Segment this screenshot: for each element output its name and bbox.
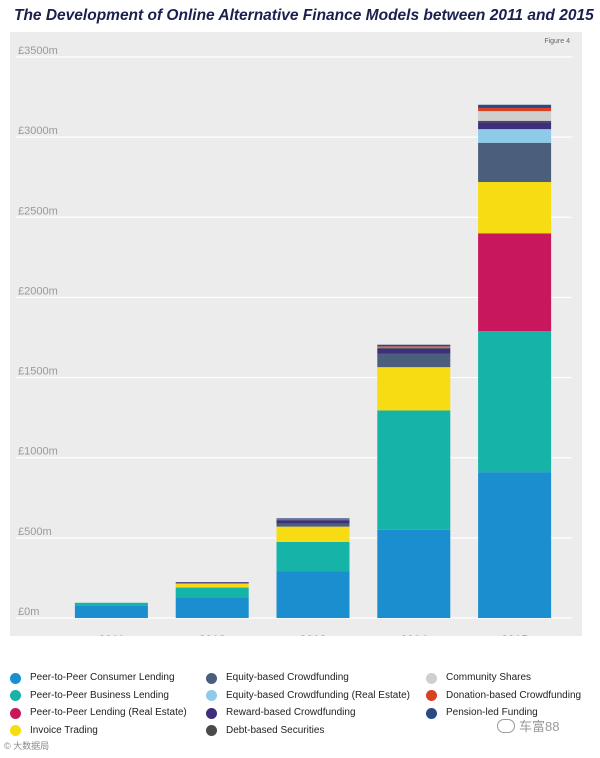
bar-segment: [276, 526, 350, 542]
bar-segment: [276, 519, 350, 521]
legend-label: Peer-to-Peer Lending (Real Estate): [30, 707, 187, 718]
bar-segment: [478, 104, 552, 108]
legend-swatch: [206, 725, 217, 736]
legend-label: Donation-based Crowdfunding: [446, 689, 582, 701]
legend-item: Pension-led Funding: [426, 707, 538, 719]
bar-segment: [175, 583, 249, 588]
bar-segment: [478, 122, 552, 130]
legend-swatch: [10, 672, 21, 684]
watermark-right-text: 车富88: [519, 719, 560, 734]
bar-segment: [377, 344, 451, 347]
legend-label: Community Shares: [446, 672, 532, 683]
y-tick-label: £0m: [18, 606, 39, 618]
legend-label: Equity-based Crowdfunding: [226, 672, 349, 683]
y-tick-label: £500m: [18, 526, 52, 538]
bar-segment: [377, 348, 451, 354]
bar-segment: [377, 410, 451, 530]
legend-item: Debt-based Securities: [206, 725, 324, 737]
y-tick-label: £3500m: [18, 45, 58, 57]
bar-segment: [276, 523, 350, 527]
bar-segment: [276, 518, 350, 520]
x-tick-label: 2014: [400, 633, 427, 636]
legend-item: Peer-to-Peer Business Lending: [10, 690, 169, 702]
y-tick-label: £2500m: [18, 205, 58, 217]
bar-segment: [74, 605, 148, 618]
bar-segment: [478, 233, 552, 332]
watermark-left-text: 大数据局: [13, 741, 50, 751]
bar-segment: [478, 129, 552, 143]
legend-swatch: [10, 690, 21, 701]
legend-item: Invoice Trading: [10, 725, 98, 737]
legend-label: Reward-based Crowdfunding: [226, 707, 356, 718]
chart-title: The Development of Online Alternative Fi…: [14, 7, 594, 24]
watermark-right: 车富88: [497, 716, 559, 735]
bar-segment: [377, 347, 451, 349]
legend-swatch: [10, 725, 21, 736]
legend-swatch: [206, 690, 217, 701]
watermark-left: © 大数据局: [4, 739, 49, 752]
chart-panel: Figure 4 £0m £500m £1000m £1500m £2000m £2500…: [10, 32, 582, 636]
y-tick-label: £1000m: [18, 446, 58, 458]
figure-label: Figure 4: [544, 38, 570, 45]
legend-label: Peer-to-Peer Business Lending: [30, 689, 169, 701]
legend-swatch: [10, 707, 21, 719]
bar-segment: [175, 587, 249, 598]
bar-segment: [276, 541, 350, 572]
y-tick-label: £3000m: [18, 125, 58, 137]
stacked-bar-chart: £0m £500m £1000m £1500m £2000m £2500m £3000m £3…: [16, 45, 572, 636]
bar-segment: [276, 520, 350, 524]
legend-label: Peer-to-Peer Consumer Lending: [30, 672, 175, 683]
x-tick-label: 2012: [199, 633, 226, 636]
legend-item: Donation-based Crowdfunding: [426, 690, 581, 702]
bar-segment: [175, 582, 249, 584]
bar-segment: [377, 529, 451, 618]
bar-segment: [478, 182, 552, 234]
bar-segment: [74, 602, 148, 606]
bar-segment: [377, 346, 451, 347]
bar-segment: [478, 111, 552, 121]
bar-segment: [175, 597, 249, 618]
legend-item: Equity-based Crowdfunding (Real Estate): [206, 690, 410, 702]
legend: Peer-to-Peer Consumer Lending Peer-to-Pee…: [10, 672, 595, 752]
copyright-icon: ©: [4, 741, 11, 751]
bar-segment: [377, 367, 451, 411]
legend-swatch: [206, 672, 217, 684]
bar-segment: [276, 518, 350, 519]
legend-swatch: [206, 707, 217, 719]
bar-segment: [478, 472, 552, 618]
bar-segment: [478, 331, 552, 473]
bar-segment: [377, 353, 451, 368]
legend-label: Debt-based Securities: [226, 724, 325, 736]
y-tick-label: £1500m: [18, 366, 58, 378]
legend-label: Pension-led Funding: [446, 707, 538, 718]
bar-segment: [478, 120, 552, 123]
legend-swatch: [426, 672, 437, 684]
wechat-icon: [497, 718, 515, 733]
bar-segment: [276, 571, 350, 618]
bar-segment: [478, 142, 552, 183]
legend-item: Community Shares: [426, 672, 531, 684]
legend-swatch: [426, 707, 437, 719]
bar-segment: [478, 107, 552, 112]
legend-item: Peer-to-Peer Lending (Real Estate): [10, 707, 187, 719]
x-tick-label: 2015: [501, 633, 528, 636]
bar-segment: [377, 346, 451, 348]
legend-item: Peer-to-Peer Consumer Lending: [10, 672, 175, 684]
bar-segment: [175, 582, 249, 583]
y-tick-label: £2000m: [18, 285, 58, 297]
legend-item: Reward-based Crowdfunding: [206, 707, 356, 719]
legend-item: Equity-based Crowdfunding: [206, 672, 349, 684]
legend-label: Invoice Trading: [30, 724, 98, 736]
x-tick-label: 2013: [300, 633, 327, 636]
x-tick-label: 2011: [98, 633, 124, 636]
legend-swatch: [426, 690, 437, 701]
legend-label: Equity-based Crowdfunding (Real Estate): [226, 689, 410, 701]
